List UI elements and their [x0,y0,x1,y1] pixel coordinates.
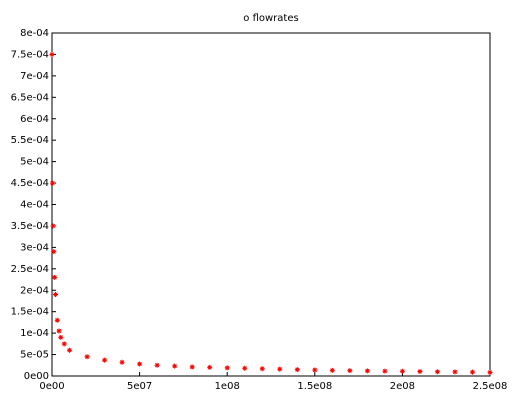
y-tick-label: 6.5e-04 [11,92,49,103]
y-tick-label: 6e-04 [20,114,49,125]
data-point [58,334,64,340]
chart-title: o flowrates [243,13,298,24]
data-point [154,362,160,368]
x-tick-label: 1e08 [215,381,240,392]
data-point [102,357,108,363]
y-tick-label: 1e-04 [20,328,49,339]
data-point [51,249,57,255]
x-tick-label: 1.5e08 [297,381,332,392]
x-tick-label: 5e07 [127,381,152,392]
y-tick-label: 8e-04 [20,28,49,39]
data-point [469,369,475,375]
data-point [347,368,353,374]
y-tick-label: 4e-04 [20,200,49,211]
y-tick-label: 5e-05 [20,350,49,361]
x-tick-label: 2e08 [390,381,415,392]
y-tick-label: 2e-04 [20,285,49,296]
data-point [61,341,67,347]
data-point [67,347,73,353]
data-point [434,369,440,375]
y-tick-label: 2.5e-04 [11,264,49,275]
data-point [452,369,458,375]
data-point [382,368,388,374]
data-point [312,367,318,373]
data-point [49,51,55,57]
data-point [137,361,143,367]
plot-frame [51,32,491,377]
y-tick-label: 7e-04 [20,71,49,82]
y-tick-label: 5e-04 [20,157,49,168]
data-point [224,365,230,371]
data-point [56,328,62,334]
data-point [119,359,125,365]
data-point [52,274,58,280]
y-tick-label: 0e00 [24,371,49,382]
data-point [364,368,370,374]
y-tick-label: 7.5e-04 [11,49,49,60]
data-point [172,363,178,369]
data-point [399,368,405,374]
data-point [54,317,60,323]
y-tick-label: 3e-04 [20,242,49,253]
data-point [207,364,213,370]
data-point [487,369,493,375]
data-point [417,368,423,374]
y-tick-label: 3.5e-04 [11,221,49,232]
y-tick-label: 5.5e-04 [11,135,49,146]
data-point [50,180,56,186]
data-point [84,354,90,360]
data-point [277,366,283,372]
data-point [53,292,59,298]
data-point [329,367,335,373]
y-tick-label: 4.5e-04 [11,178,49,189]
data-point [242,365,248,371]
data-point [259,366,265,372]
data-point [294,367,300,373]
data-point [189,364,195,370]
y-tick-label: 1.5e-04 [11,307,49,318]
x-tick-label: 2.5e08 [473,381,508,392]
data-point [50,223,56,229]
x-tick-label: 0e00 [39,381,64,392]
